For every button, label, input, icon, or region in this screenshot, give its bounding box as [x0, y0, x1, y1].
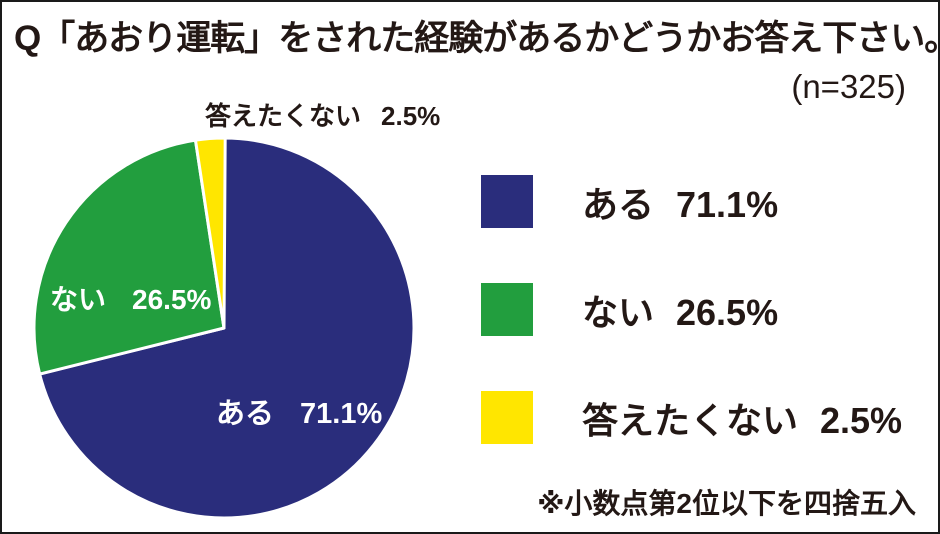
- pie-chart: [31, 135, 417, 521]
- chart-title: Q「あおり運転」をされた経験があるかどうかお答え下さい。: [14, 19, 940, 58]
- legend-label-kotaetakunai: 答えたくない 2.5%: [582, 392, 902, 444]
- pie-label-kotaetakunai: 答えたくない 2.5%: [205, 96, 440, 133]
- legend-item-kotaetakunai: 答えたくない 2.5%: [481, 391, 902, 444]
- legend-value-nai: 26.5%: [676, 291, 779, 333]
- pie-label-nai-value: 26.5%: [132, 284, 212, 315]
- legend-label-kotaetakunai-text: 答えたくない: [582, 399, 799, 441]
- legend-value-aru: 71.1%: [676, 183, 779, 225]
- legend-swatch-kotaetakunai: [481, 391, 533, 444]
- pie-slice-1: [32, 138, 226, 376]
- sample-size: (n=325): [791, 68, 906, 105]
- legend-item-aru: ある 71.1%: [481, 175, 902, 228]
- legend-label-nai-text: ない: [582, 291, 655, 333]
- pie-slice-0: [38, 136, 416, 520]
- legend-value-kotaetakunai: 2.5%: [820, 399, 903, 441]
- legend-label-aru-text: ある: [582, 183, 655, 225]
- pie-label-nai-text: ない: [50, 284, 107, 315]
- pie-label-kotaetakunai-text: 答えたくない: [205, 101, 362, 131]
- legend-label-aru: ある 71.1%: [582, 176, 778, 228]
- pie-label-nai: ない 26.5%: [50, 278, 211, 318]
- pie-label-aru: ある 71.1%: [216, 390, 382, 432]
- legend-swatch-nai: [481, 283, 533, 336]
- legend: ある 71.1% ない 26.5% 答えたくない 2.5%: [481, 175, 902, 444]
- legend-item-nai: ない 26.5%: [481, 283, 902, 336]
- pie-label-kotaetakunai-value: 2.5%: [381, 101, 441, 131]
- pie-label-aru-text: ある: [216, 398, 275, 430]
- pie-label-aru-value: 71.1%: [300, 398, 383, 430]
- pie-chart-svg: [32, 136, 416, 520]
- pie-slice-2: [193, 136, 227, 330]
- rounding-footnote: ※小数点第2位以下を四捨五入: [537, 488, 916, 519]
- legend-label-nai: ない 26.5%: [582, 284, 778, 336]
- legend-swatch-aru: [481, 175, 533, 228]
